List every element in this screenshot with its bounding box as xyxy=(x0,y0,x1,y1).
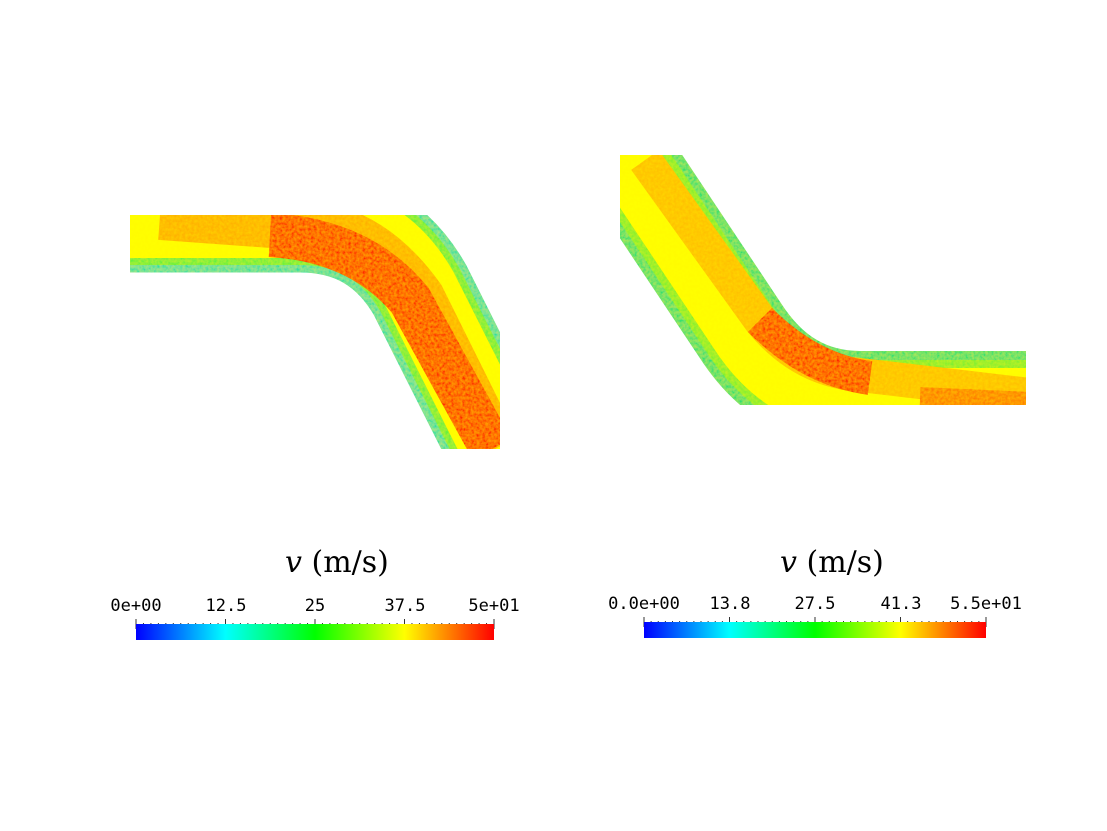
right-colorbar xyxy=(644,622,986,638)
left-tick-label-2: 25 xyxy=(304,596,326,616)
right-velocity-field xyxy=(560,0,1107,500)
right-tick-label-3: 41.3 xyxy=(880,594,922,614)
left-tick-label-1: 12.5 xyxy=(205,596,247,616)
left-velocity-field xyxy=(0,0,560,500)
right-tick-label-1: 13.8 xyxy=(709,594,751,614)
left-variable-label: v (m/s) xyxy=(285,545,389,580)
left-panel: v (m/s) 0e+00 12.5 25 37.5 5e+01 xyxy=(0,0,560,640)
right-variable-symbol: v xyxy=(780,545,797,580)
left-tick-label-3: 37.5 xyxy=(384,596,426,616)
left-colorbar xyxy=(136,624,494,640)
right-tick-label-0: 0.0e+00 xyxy=(608,594,680,614)
right-variable-unit: (m/s) xyxy=(806,545,884,580)
right-panel: v (m/s) 0.0e+00 13.8 27.5 41.3 5.5e+01 xyxy=(560,0,1107,831)
left-tick-label-0: 0e+00 xyxy=(110,596,162,616)
left-variable-symbol: v xyxy=(285,545,302,580)
right-tick-label-4: 5.5e+01 xyxy=(950,594,1022,614)
right-tick-label-2: 27.5 xyxy=(794,594,836,614)
right-variable-label: v (m/s) xyxy=(780,545,884,580)
left-tick-label-4: 5e+01 xyxy=(468,596,520,616)
right-pipe-flow xyxy=(579,122,1032,449)
left-pipe-flow xyxy=(130,167,547,473)
left-variable-unit: (m/s) xyxy=(311,545,389,580)
